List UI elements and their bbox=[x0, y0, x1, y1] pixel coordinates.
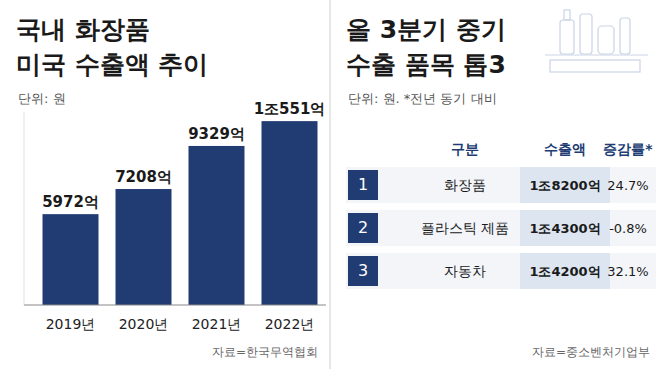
x-tick-label: 2021년 bbox=[192, 316, 242, 332]
table-row bbox=[346, 210, 656, 246]
data-label: 5972억 bbox=[42, 193, 99, 211]
table-cell: 1조8200억 bbox=[529, 178, 600, 193]
root: 국내 화장품미국 수출액 추이단위: 원 5972억 2019년 7208억 2020년… bbox=[0, 0, 658, 369]
chart-title: 국내 화장품 bbox=[16, 15, 150, 44]
table-header: 증감률* bbox=[603, 141, 653, 157]
table-header: 수출액 bbox=[544, 141, 586, 157]
value-cell-bg bbox=[520, 253, 610, 289]
table-cell: 플라스틱 제품 bbox=[421, 220, 509, 236]
divider bbox=[330, 0, 331, 369]
x-tick-label: 2019년 bbox=[46, 316, 96, 332]
bar bbox=[43, 214, 99, 305]
source: 자료=중소벤처기업부 bbox=[532, 345, 650, 359]
bottle-cap bbox=[564, 10, 570, 20]
rank-box bbox=[348, 170, 378, 200]
table-cell: 화장품 bbox=[444, 177, 486, 193]
chart-title: 미국 수출액 추이 bbox=[16, 50, 208, 79]
x-axis-line bbox=[24, 305, 326, 306]
table-cell: 24.7% bbox=[607, 178, 648, 193]
table-header: 구분 bbox=[451, 141, 479, 157]
shelf bbox=[545, 54, 648, 55]
source: 자료=한국무역협회 bbox=[212, 345, 318, 359]
rank-box bbox=[348, 213, 378, 243]
table-cell: 32.1% bbox=[607, 264, 648, 279]
background bbox=[0, 0, 658, 369]
table-row bbox=[346, 253, 656, 289]
data-label: 7208억 bbox=[115, 168, 172, 186]
table-title: 수출 품목 톱3 bbox=[346, 50, 506, 79]
bottle bbox=[580, 14, 592, 54]
canvas: 국내 화장품미국 수출액 추이단위: 원 5972억 2019년 7208억 2020년… bbox=[0, 0, 658, 369]
rank: 2 bbox=[358, 218, 368, 237]
bottle bbox=[560, 20, 574, 54]
rank: 3 bbox=[358, 261, 368, 280]
table-cell: 자동차 bbox=[444, 263, 486, 279]
bar bbox=[189, 146, 245, 305]
table-cell: 1조4200억 bbox=[529, 264, 600, 279]
decoration bbox=[545, 10, 648, 72]
data-label: 1조551억 bbox=[254, 100, 326, 118]
table-cell: -0.8% bbox=[609, 221, 647, 236]
bottle bbox=[598, 26, 614, 54]
bar bbox=[262, 121, 318, 305]
bars bbox=[43, 121, 318, 305]
chart-subtitle: 단위: 원 bbox=[18, 91, 66, 106]
value-cell-bg bbox=[520, 167, 610, 203]
rank: 1 bbox=[358, 175, 368, 194]
value-cell-bg bbox=[520, 210, 610, 246]
data-label: 9329억 bbox=[188, 125, 245, 143]
table-title: 올 3분기 중기 bbox=[346, 15, 506, 44]
bar bbox=[116, 189, 172, 305]
table-row bbox=[346, 167, 656, 203]
table-subtitle: 단위: 원. *전년 동기 대비 bbox=[348, 91, 497, 106]
y-axis-line bbox=[24, 112, 25, 305]
x-tick-label: 2022년 bbox=[265, 316, 315, 332]
x-tick-label: 2020년 bbox=[119, 316, 169, 332]
rank-box bbox=[348, 256, 378, 286]
table-cell: 1조4300억 bbox=[529, 221, 600, 236]
bottle bbox=[620, 18, 630, 54]
box bbox=[550, 60, 640, 72]
